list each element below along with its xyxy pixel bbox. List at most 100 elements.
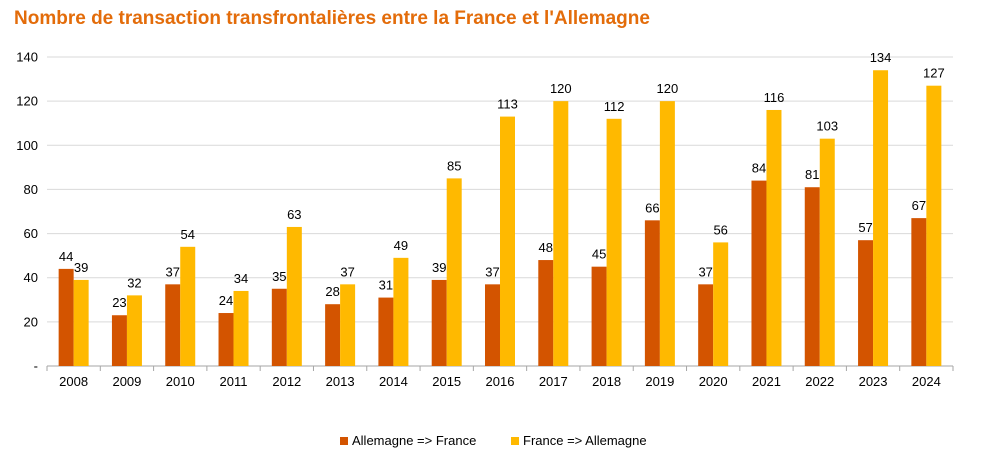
- data-label-1-2009: 23: [112, 295, 126, 310]
- data-label-1-2013: 28: [325, 284, 339, 299]
- data-label-2-2016: 113: [497, 97, 518, 112]
- data-label-2-2012: 63: [287, 207, 301, 222]
- bar-1-2017: [538, 260, 554, 366]
- x-tick-label-2012: 2012: [272, 374, 301, 389]
- data-label-1-2017: 48: [539, 240, 553, 255]
- data-label-2-2008: 39: [74, 260, 88, 275]
- legend-swatch-2: [511, 437, 519, 445]
- x-tick-label-2015: 2015: [432, 374, 461, 389]
- x-tick-label-2013: 2013: [326, 374, 355, 389]
- y-tick-label-140: 140: [16, 50, 38, 65]
- bar-1-2015: [431, 279, 447, 366]
- chart-title: Nombre de transaction transfrontalières …: [14, 8, 650, 29]
- data-label-2-2010: 54: [181, 227, 195, 242]
- bar-1-2013: [325, 304, 341, 366]
- bar-2-2011: [233, 290, 249, 366]
- data-label-2-2011: 34: [234, 271, 248, 286]
- bar-2-2023: [873, 70, 889, 366]
- legend-label-2: France => Allemagne: [523, 433, 647, 448]
- y-tick-label-0: -: [34, 359, 38, 374]
- bar-2-2013: [340, 284, 356, 366]
- data-label-1-2024: 67: [912, 198, 926, 213]
- y-tick-label-20: 20: [24, 314, 38, 329]
- x-tick-label-2010: 2010: [166, 374, 195, 389]
- data-label-2-2024: 127: [923, 66, 945, 81]
- bar-2-2010: [180, 246, 196, 366]
- data-label-2-2015: 85: [447, 158, 461, 173]
- bar-1-2021: [751, 180, 767, 366]
- data-label-1-2010: 37: [166, 264, 180, 279]
- data-label-1-2021: 84: [752, 161, 766, 176]
- x-tick-label-2020: 2020: [699, 374, 728, 389]
- bar-2-2016: [500, 116, 515, 366]
- data-label-1-2022: 81: [805, 167, 819, 182]
- y-tick-label-80: 80: [24, 182, 38, 197]
- data-label-1-2012: 35: [272, 269, 286, 284]
- x-tick-label-2008: 2008: [59, 374, 88, 389]
- bar-2-2015: [446, 178, 462, 366]
- bar-2-2020: [713, 242, 729, 366]
- bar-1-2023: [858, 240, 874, 366]
- bar-2-2017: [553, 101, 569, 367]
- bar-1-2011: [218, 313, 234, 366]
- data-label-2-2017: 120: [550, 81, 572, 96]
- data-label-2-2023: 134: [870, 50, 892, 65]
- data-label-2-2009: 32: [127, 275, 141, 290]
- data-label-2-2020: 56: [713, 222, 727, 237]
- bar-2-2014: [393, 257, 409, 366]
- x-tick-label-2018: 2018: [592, 374, 621, 389]
- data-label-1-2023: 57: [858, 220, 872, 235]
- x-tick-label-2022: 2022: [805, 374, 834, 389]
- x-tick-label-2009: 2009: [112, 374, 141, 389]
- data-label-2-2019: 120: [657, 81, 679, 96]
- bar-2-2008: [73, 279, 89, 366]
- bar-2-2024: [926, 85, 942, 366]
- data-label-1-2020: 37: [698, 264, 712, 279]
- x-tick-label-2011: 2011: [220, 374, 248, 389]
- x-tick-label-2024: 2024: [912, 374, 941, 389]
- legend-swatch-1: [340, 437, 348, 445]
- data-label-1-2008: 44: [59, 249, 73, 264]
- data-label-2-2022: 103: [816, 119, 838, 134]
- bar-1-2012: [271, 288, 287, 366]
- y-tick-label-60: 60: [24, 226, 38, 241]
- data-label-1-2011: 24: [219, 293, 233, 308]
- bar-1-2018: [591, 266, 607, 366]
- x-tick-label-2023: 2023: [859, 374, 888, 389]
- bar-1-2020: [698, 284, 714, 366]
- bar-1-2019: [644, 220, 660, 366]
- data-label-2-2014: 49: [394, 238, 408, 253]
- bar-1-2016: [485, 284, 500, 366]
- data-label-1-2019: 66: [645, 200, 659, 215]
- x-tick-label-2019: 2019: [645, 374, 674, 389]
- y-tick-label-120: 120: [16, 94, 38, 109]
- data-label-2-2021: 116: [764, 90, 785, 105]
- bar-2-2009: [126, 295, 142, 366]
- bar-1-2010: [165, 284, 181, 366]
- y-tick-label-40: 40: [24, 270, 38, 285]
- data-label-2-2013: 37: [340, 264, 354, 279]
- data-label-1-2016: 37: [485, 264, 499, 279]
- bar-1-2014: [378, 297, 394, 366]
- bar-2-2021: [766, 109, 782, 366]
- bar-1-2009: [111, 315, 127, 366]
- y-tick-label-100: 100: [16, 138, 38, 153]
- bar-1-2022: [804, 187, 820, 366]
- bar-2-2018: [606, 118, 622, 366]
- legend-label-1: Allemagne => France: [352, 433, 476, 448]
- data-label-2-2018: 112: [604, 99, 625, 114]
- bar-2-2019: [659, 101, 675, 367]
- bar-2-2022: [819, 138, 835, 366]
- x-tick-label-2014: 2014: [379, 374, 408, 389]
- data-label-1-2018: 45: [592, 247, 606, 262]
- x-tick-label-2016: 2016: [486, 374, 515, 389]
- bar-1-2024: [911, 218, 927, 366]
- bar-2-2012: [286, 226, 302, 366]
- x-tick-label-2017: 2017: [539, 374, 568, 389]
- x-tick-label-2021: 2021: [752, 374, 781, 389]
- bar-1-2008: [58, 268, 74, 366]
- data-label-1-2014: 31: [379, 278, 393, 293]
- data-label-1-2015: 39: [432, 260, 446, 275]
